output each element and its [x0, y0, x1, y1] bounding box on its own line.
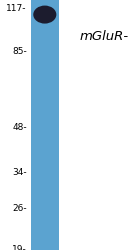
Text: mGluR-7: mGluR-7 — [79, 30, 128, 43]
Text: 117-: 117- — [6, 4, 27, 13]
Text: 85-: 85- — [12, 47, 27, 56]
Text: 34-: 34- — [12, 168, 27, 177]
Text: 19-: 19- — [12, 246, 27, 250]
Ellipse shape — [33, 6, 56, 24]
Text: 48-: 48- — [12, 122, 27, 132]
Text: 26-: 26- — [12, 204, 27, 213]
FancyBboxPatch shape — [31, 0, 59, 250]
